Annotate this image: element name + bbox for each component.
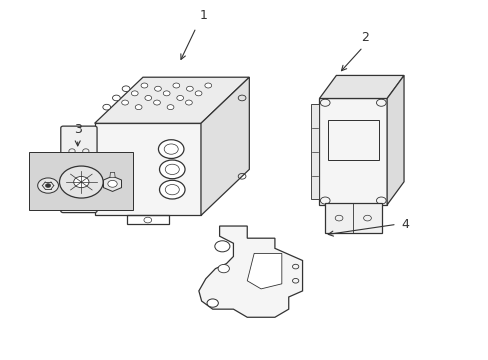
- Circle shape: [173, 83, 180, 88]
- Circle shape: [74, 176, 89, 188]
- Text: 1: 1: [199, 9, 207, 22]
- Polygon shape: [324, 203, 381, 233]
- Circle shape: [159, 160, 184, 179]
- Text: 4: 4: [401, 218, 408, 231]
- Circle shape: [206, 299, 218, 307]
- Circle shape: [214, 241, 229, 252]
- Polygon shape: [310, 104, 319, 199]
- Text: 2: 2: [361, 31, 368, 44]
- Polygon shape: [319, 99, 386, 205]
- Circle shape: [195, 91, 202, 96]
- Circle shape: [131, 91, 138, 96]
- Circle shape: [112, 95, 120, 101]
- Polygon shape: [199, 226, 302, 317]
- Polygon shape: [110, 172, 115, 177]
- Circle shape: [122, 100, 128, 105]
- Circle shape: [154, 86, 161, 91]
- Circle shape: [108, 180, 117, 187]
- Circle shape: [167, 105, 174, 110]
- Circle shape: [45, 184, 51, 188]
- Polygon shape: [386, 76, 403, 205]
- Circle shape: [144, 95, 151, 100]
- Text: 3: 3: [74, 123, 81, 136]
- Circle shape: [218, 265, 229, 273]
- Circle shape: [204, 83, 211, 88]
- Polygon shape: [29, 152, 133, 210]
- Circle shape: [159, 180, 184, 199]
- Circle shape: [135, 105, 142, 110]
- Circle shape: [177, 95, 183, 100]
- Circle shape: [60, 166, 103, 198]
- Circle shape: [122, 86, 130, 91]
- Circle shape: [153, 100, 160, 105]
- Polygon shape: [95, 77, 249, 123]
- Circle shape: [163, 91, 170, 96]
- Circle shape: [141, 83, 147, 88]
- Circle shape: [38, 178, 59, 193]
- Circle shape: [102, 104, 110, 110]
- Polygon shape: [319, 76, 403, 99]
- Circle shape: [158, 140, 183, 158]
- Polygon shape: [201, 77, 249, 215]
- Polygon shape: [247, 253, 281, 289]
- Polygon shape: [95, 123, 201, 215]
- FancyBboxPatch shape: [61, 126, 97, 213]
- Circle shape: [186, 86, 193, 91]
- Circle shape: [185, 100, 192, 105]
- Polygon shape: [103, 176, 122, 192]
